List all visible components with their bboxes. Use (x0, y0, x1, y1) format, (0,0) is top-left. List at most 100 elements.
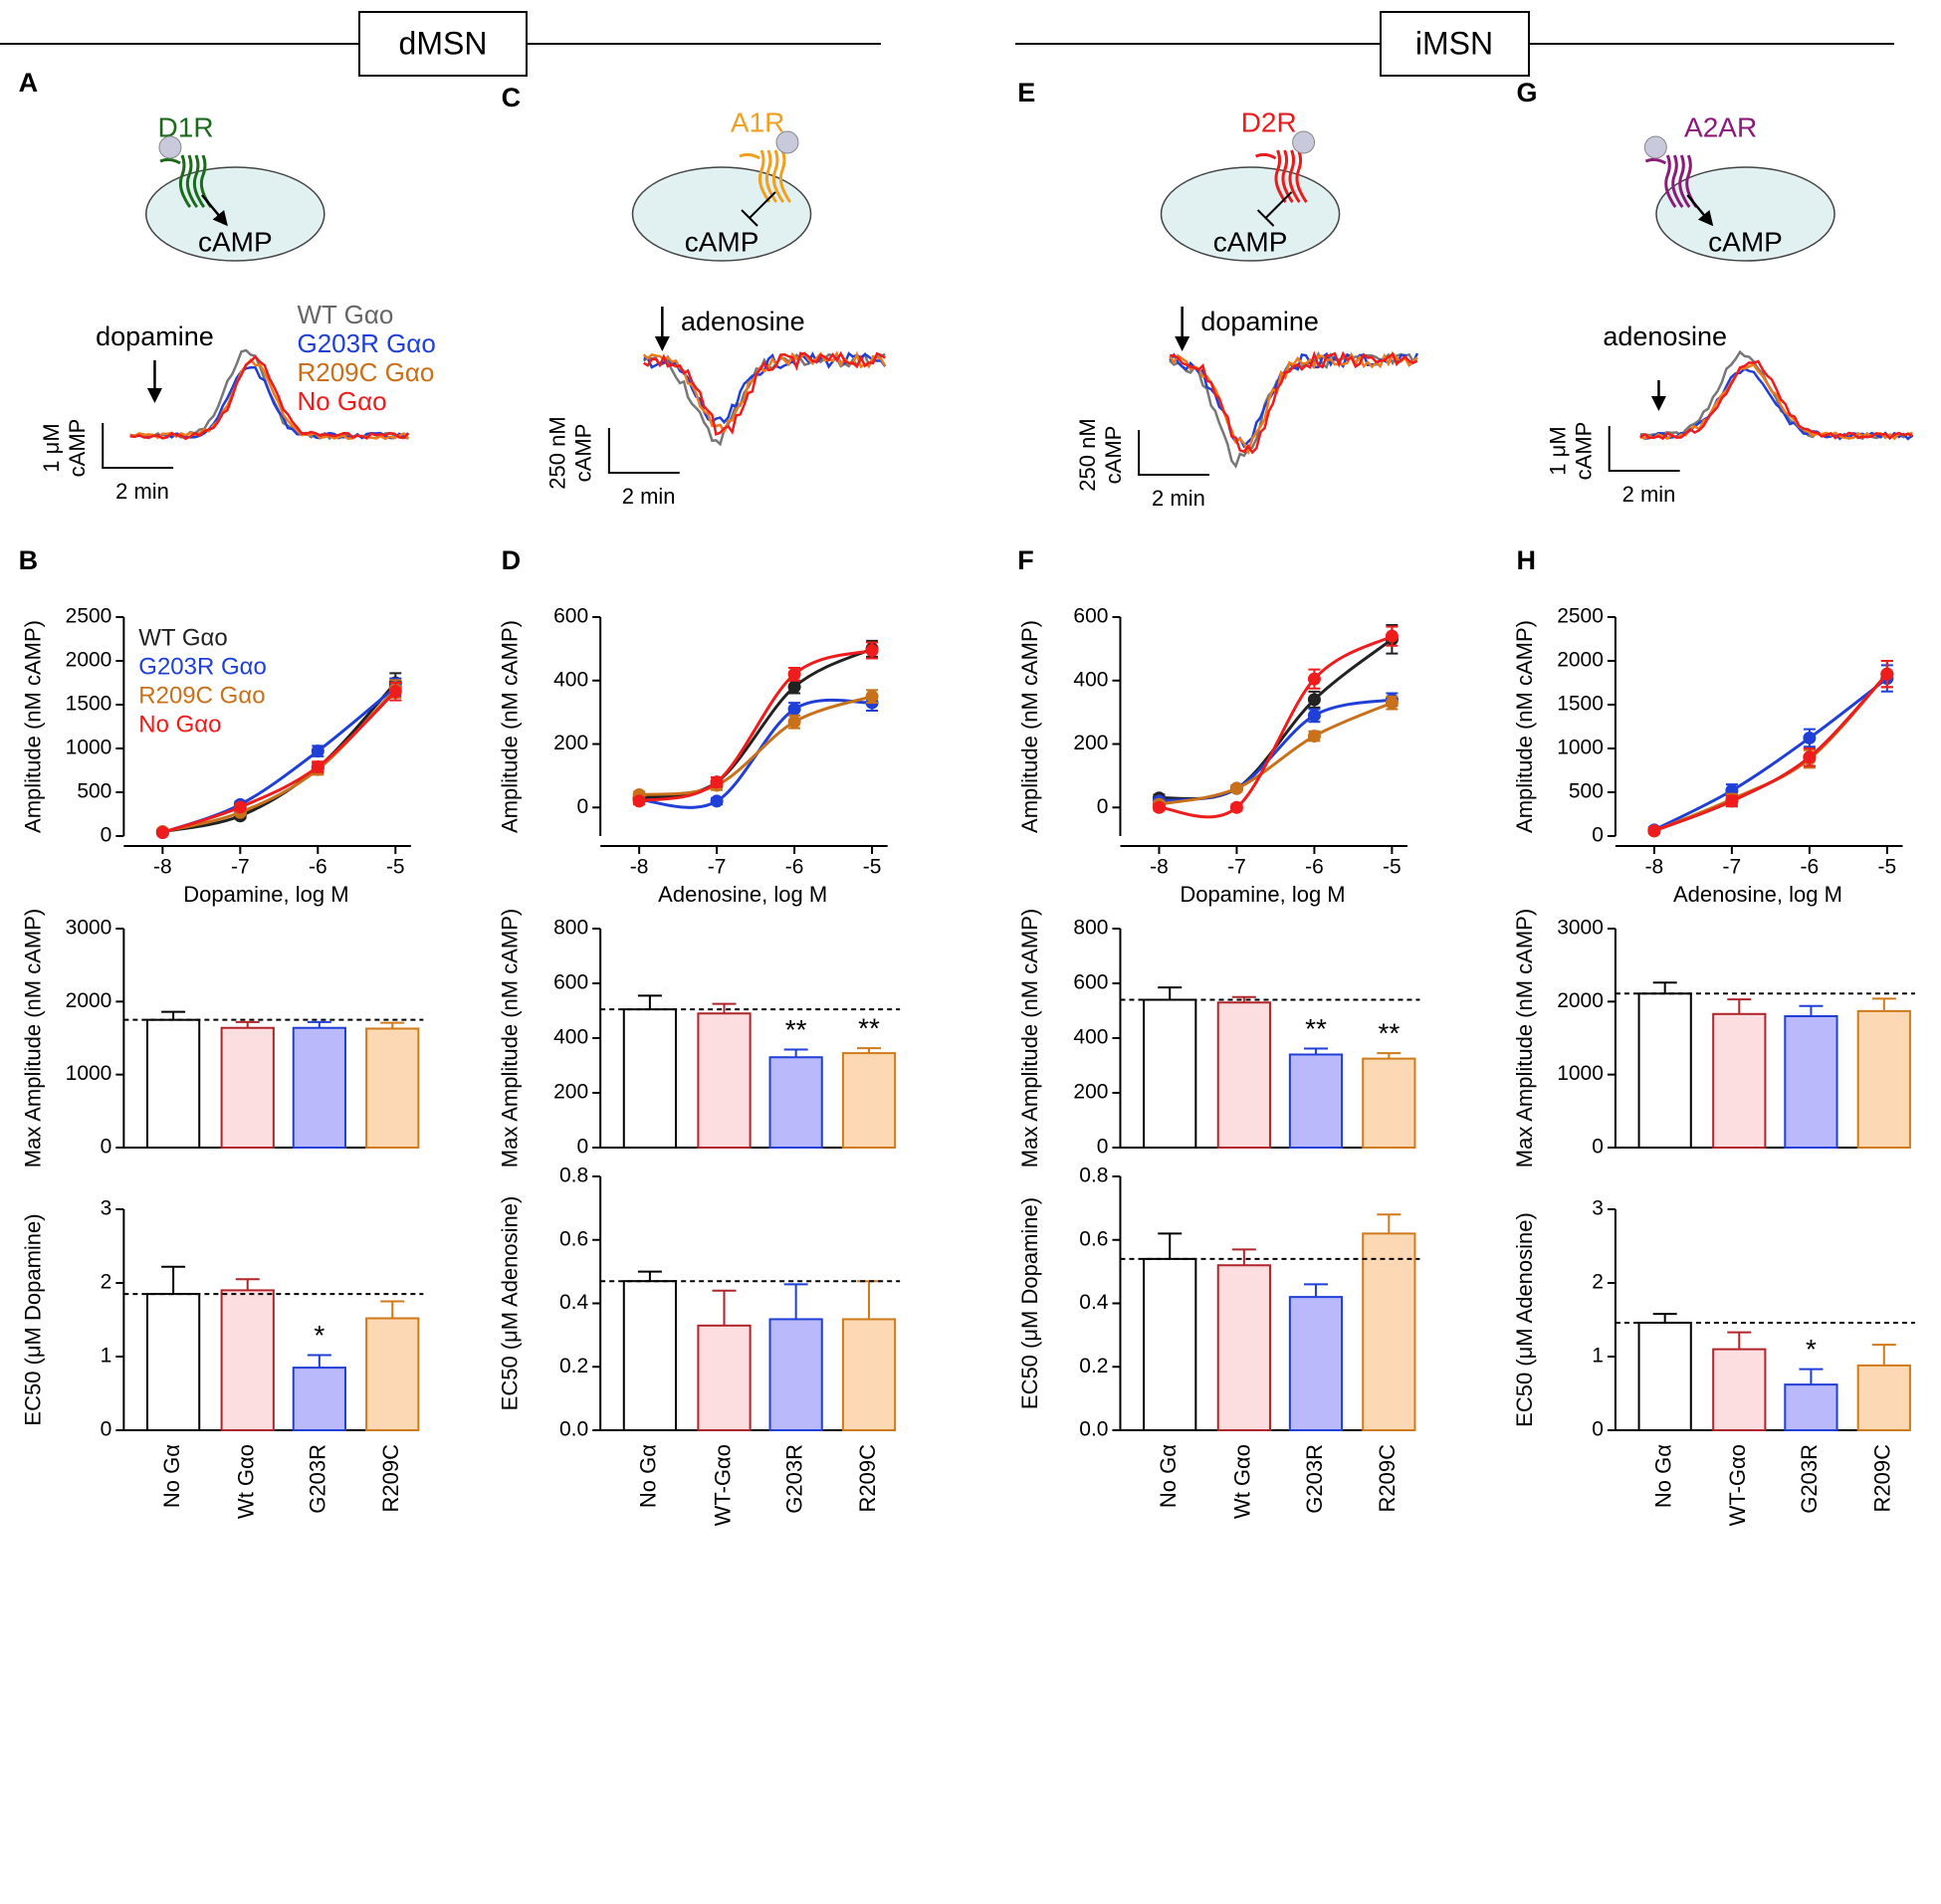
error-bar (1158, 1232, 1183, 1259)
trace (1639, 362, 1913, 441)
data-point (710, 794, 724, 808)
fit-curve (1653, 673, 1888, 833)
legend-entry: WT Gαo (138, 624, 227, 651)
y-tick-label: 2000 (1557, 649, 1604, 672)
ligand (158, 135, 182, 159)
cell (144, 166, 325, 262)
data-point (1152, 800, 1166, 814)
y-tick-label: 400 (1073, 668, 1108, 691)
trace (1639, 366, 1914, 441)
bar (841, 1318, 897, 1431)
product-label: cAMP (1708, 226, 1783, 257)
data-point (1307, 693, 1321, 707)
trace-legend: G203R Gαo (297, 328, 435, 358)
data-point (1647, 824, 1661, 838)
product-label: cAMP (1213, 226, 1288, 257)
x-tick-label: -5 (1878, 856, 1897, 879)
panel-letter: A (19, 68, 38, 98)
receptor-helix (1295, 149, 1308, 204)
x-axis-label: Dopamine, log M (1180, 882, 1345, 907)
x-tick-label: -5 (863, 856, 882, 879)
y-axis-label: EC50 (μM Dopamine) (1017, 1197, 1042, 1409)
receptor-tail (1644, 157, 1667, 165)
bar (1143, 998, 1197, 1149)
y-tick-label: 2500 (66, 605, 112, 628)
data-point (710, 775, 724, 789)
data-point (865, 690, 879, 704)
group-title: iMSN (1415, 25, 1493, 61)
error-bar (1871, 997, 1896, 1011)
bar (292, 1367, 346, 1431)
error-bar (783, 1283, 808, 1320)
error-bar (307, 1354, 331, 1369)
inhibition-bar (741, 209, 758, 227)
x-tick-label: -8 (630, 856, 649, 879)
inhibition-stem (749, 191, 776, 219)
error-bar (1727, 998, 1752, 1014)
x-tick-label: -8 (153, 856, 172, 879)
y-axis-label: EC50 (μM Adenosine) (497, 1196, 522, 1411)
fit-curve (1159, 701, 1393, 806)
y-axis-label: Amplitude (nM cAMP) (1512, 620, 1537, 833)
y-tick-label: 0 (1592, 1136, 1604, 1159)
x-tick-label: -7 (231, 856, 250, 879)
data-point (233, 800, 247, 814)
panel-letter: D (502, 545, 522, 575)
y-axis-label: EC50 (μM Dopamine) (21, 1213, 46, 1425)
receptor-helix (1288, 149, 1301, 204)
data-point (787, 715, 801, 729)
data-point (787, 702, 801, 716)
x-tick-label: Wt Gαo (234, 1444, 259, 1519)
x-tick-label: R209C (1870, 1444, 1895, 1513)
x-tick-label: No Gα (1156, 1444, 1181, 1508)
agonist-label: dopamine (1200, 307, 1319, 336)
fit-curve (1159, 638, 1394, 801)
significance: * (314, 1320, 324, 1351)
y-tick-label: 200 (1073, 732, 1108, 754)
bar (1288, 1296, 1344, 1431)
error-bar (161, 1265, 186, 1295)
panel-letter: C (502, 83, 522, 112)
y-axis-label: Max Amplitude (nM cAMP) (1017, 909, 1042, 1167)
trace (129, 365, 410, 440)
header-box (1380, 11, 1530, 77)
y-tick-label: 0 (1097, 795, 1109, 818)
bar (1143, 1257, 1197, 1431)
fit-curve (638, 647, 873, 800)
receptor-label: D2R (1241, 106, 1297, 137)
x-tick-label: No Gα (1650, 1444, 1675, 1508)
x-axis-label: Dopamine, log M (183, 882, 348, 907)
x-tick-label: -5 (386, 856, 405, 879)
error-bar (1231, 1248, 1256, 1266)
scale-bar (1138, 430, 1210, 476)
scale-y-label: cAMP (1101, 426, 1126, 485)
data-point (632, 794, 646, 808)
product-label: cAMP (685, 226, 759, 257)
data-point (787, 680, 801, 694)
y-tick-label: 2 (1592, 1271, 1604, 1294)
trace (1170, 350, 1418, 455)
bar (1362, 1057, 1416, 1149)
receptor-helix (1664, 154, 1677, 209)
error-bar (1652, 981, 1677, 994)
data-point (1229, 800, 1243, 814)
scale-bar (607, 428, 680, 474)
panel-letter: F (1017, 545, 1033, 575)
y-tick-label: 0 (101, 1418, 112, 1441)
bar (1288, 1053, 1344, 1149)
y-tick-label: 2500 (1557, 605, 1604, 628)
trace-legend: WT Gαo (297, 300, 393, 329)
y-tick-label: 400 (1073, 1026, 1108, 1049)
data-point (1725, 794, 1739, 808)
y-tick-label: 600 (1073, 605, 1108, 628)
y-tick-label: 3000 (1557, 917, 1604, 940)
data-point (311, 759, 324, 773)
scale-y-label: 250 nM (545, 416, 570, 489)
receptor-helix (771, 149, 785, 204)
y-tick-label: 200 (553, 1081, 588, 1104)
bar (1784, 1015, 1838, 1149)
significance: ** (1378, 1018, 1400, 1049)
receptor-helix (764, 149, 778, 204)
x-tick-label: No Gα (636, 1444, 661, 1508)
trace (1639, 359, 1913, 441)
